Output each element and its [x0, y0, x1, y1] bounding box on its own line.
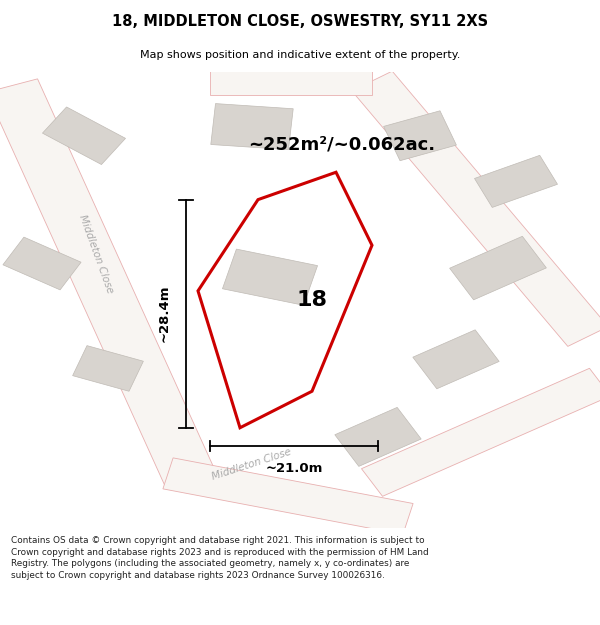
Polygon shape — [43, 107, 125, 164]
Text: ~21.0m: ~21.0m — [265, 462, 323, 475]
Polygon shape — [73, 346, 143, 391]
Text: Middleton Close: Middleton Close — [77, 214, 115, 295]
Text: Contains OS data © Crown copyright and database right 2021. This information is : Contains OS data © Crown copyright and d… — [11, 536, 428, 580]
Text: ~28.4m: ~28.4m — [158, 285, 171, 342]
Polygon shape — [413, 330, 499, 389]
Polygon shape — [210, 68, 372, 94]
Polygon shape — [335, 408, 421, 466]
Polygon shape — [352, 71, 600, 346]
Polygon shape — [475, 156, 557, 208]
Polygon shape — [3, 237, 81, 290]
Text: 18: 18 — [296, 290, 328, 310]
Polygon shape — [223, 249, 317, 305]
Polygon shape — [361, 368, 600, 496]
Polygon shape — [383, 111, 457, 161]
Text: Map shows position and indicative extent of the property.: Map shows position and indicative extent… — [140, 50, 460, 60]
Polygon shape — [163, 458, 413, 534]
Text: ~252m²/~0.062ac.: ~252m²/~0.062ac. — [248, 136, 436, 154]
Polygon shape — [0, 79, 218, 489]
Polygon shape — [449, 236, 547, 300]
Polygon shape — [211, 104, 293, 149]
Text: Middleton Close: Middleton Close — [211, 447, 293, 482]
Text: 18, MIDDLETON CLOSE, OSWESTRY, SY11 2XS: 18, MIDDLETON CLOSE, OSWESTRY, SY11 2XS — [112, 14, 488, 29]
